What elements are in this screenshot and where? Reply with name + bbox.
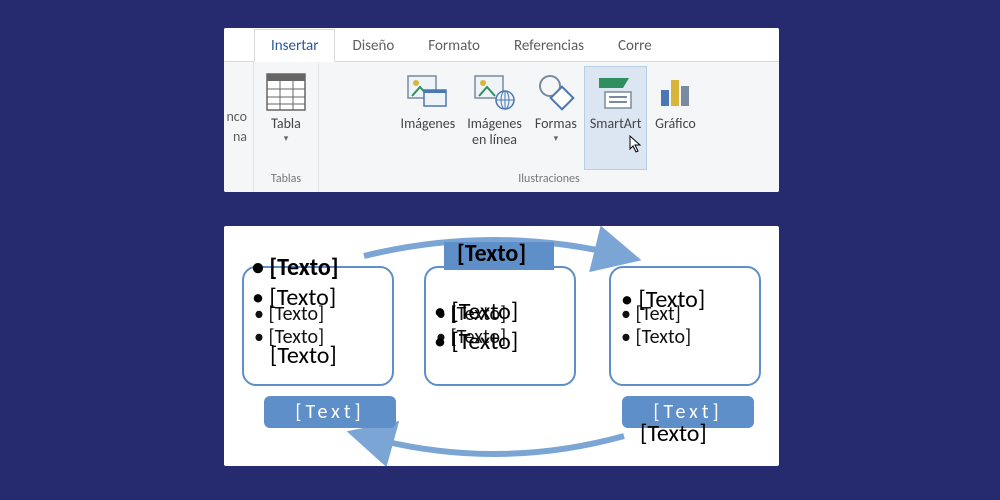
ribbon-left-fragment: nco na (224, 62, 254, 192)
button-label: Gráfico (655, 116, 696, 132)
button-label: Imágenes (467, 116, 522, 132)
smartart-icon (594, 70, 638, 114)
ribbon-group-tablas: Tabla ▾ Tablas (254, 62, 319, 192)
smartart-button[interactable]: SmartArt (584, 66, 648, 170)
dropdown-caret-icon: ▾ (284, 134, 289, 144)
ribbon-tabs: Insertar Diseño Formato Referencias Corr… (224, 28, 779, 62)
overlay-text: • [Texto] (621, 288, 705, 312)
bullet: • [Texto] (621, 326, 749, 349)
group-label: Tablas (271, 170, 301, 190)
chart-icon (653, 70, 697, 114)
overlay-text: • [Texto] (252, 286, 336, 310)
table-icon (264, 70, 308, 114)
tab-label: Insertar (271, 37, 318, 55)
formas-button[interactable]: Formas ▾ (528, 66, 584, 170)
ribbon-group-ilustraciones: Imágenes (319, 62, 779, 192)
smartart-box-2[interactable]: • [Texto] • [Texto] (424, 266, 576, 386)
tab-referencias[interactable]: Referencias (497, 29, 601, 62)
imagenes-en-linea-button[interactable]: Imágenes en línea (461, 66, 528, 170)
label: [Text] (295, 401, 364, 424)
tab-label: Diseño (352, 37, 394, 55)
pictures-online-icon (473, 70, 517, 114)
tab-label: Corre (618, 37, 652, 55)
tab-formato[interactable]: Formato (411, 29, 497, 62)
button-label: Formas (535, 116, 577, 132)
imagenes-button[interactable]: Imágenes (395, 66, 462, 170)
shapes-icon (534, 70, 578, 114)
overlay-text: [Texto] (457, 242, 526, 266)
overlay-text: [Texto] (640, 422, 707, 446)
button-label: SmartArt (590, 116, 642, 132)
tab-label: Referencias (514, 37, 584, 55)
group-label: Ilustraciones (518, 170, 579, 190)
overlay-text: [Texto] (270, 344, 337, 368)
fragment-text: nco (226, 107, 247, 127)
ribbon-panel: Insertar Diseño Formato Referencias Corr… (224, 28, 779, 192)
fragment-text: na (226, 127, 247, 147)
tab-label: Formato (428, 37, 480, 55)
smartart-footer-left[interactable]: [Text] (264, 396, 396, 428)
overlay-text: • [Texto] (252, 256, 339, 280)
button-label: Tabla (271, 116, 301, 132)
pictures-icon (406, 70, 450, 114)
tabla-button[interactable]: Tabla ▾ (258, 66, 314, 170)
button-label: en línea (472, 132, 517, 148)
overlay-text: • [Texto] (434, 300, 518, 324)
smartart-canvas[interactable]: • [Texto] • [Texto] • [Texto] • [Texto] … (224, 226, 779, 466)
smartart-box-3[interactable]: • [Text] • [Texto] (609, 266, 761, 386)
tab-diseno[interactable]: Diseño (335, 29, 411, 62)
tab-insertar[interactable]: Insertar (254, 29, 335, 62)
grafico-button[interactable]: Gráfico (647, 66, 703, 170)
button-label: Imágenes (401, 116, 456, 132)
tab-correspondencia[interactable]: Corre (601, 29, 669, 62)
overlay-text: • [Texto] (434, 330, 518, 354)
dropdown-caret-icon: ▾ (554, 134, 559, 144)
ribbon-body: nco na (224, 62, 779, 192)
